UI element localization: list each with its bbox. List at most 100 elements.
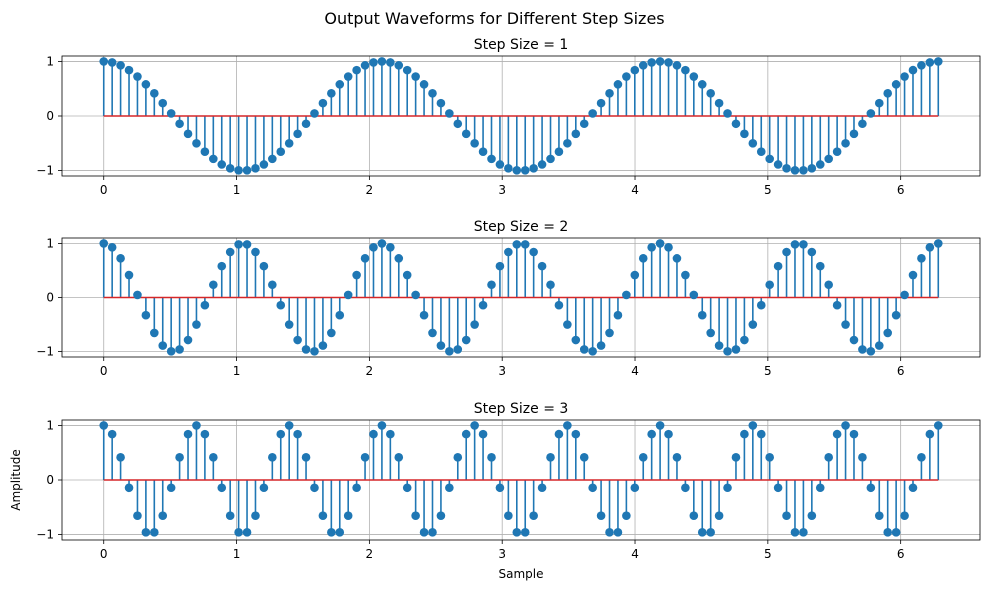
stem-marker [546,280,555,290]
stem-marker [900,511,909,521]
stem-marker [512,528,522,537]
stem-marker [714,511,724,521]
stem-marker [234,528,243,537]
stem-marker [141,80,151,89]
stem-marker [352,65,361,75]
stem-marker [765,280,774,290]
stem-marker [596,98,606,108]
x-tick-label: 0 [100,183,108,197]
stem-marker [925,58,935,67]
stem-marker [259,261,269,271]
stem-marker [217,160,227,169]
stem-marker [731,345,741,354]
stem-marker [520,528,530,537]
stem-marker [638,254,648,263]
stem-marker [293,429,302,439]
stem-marker [225,247,235,257]
x-tick-label: 5 [764,364,772,378]
stem-marker [470,138,479,148]
stem-marker [200,300,210,310]
stem-marker [563,320,572,329]
stem-marker [554,147,564,157]
stem-marker [925,429,935,439]
x-tick-label: 6 [897,364,905,378]
stem-marker [748,320,758,329]
stem-marker [183,129,193,139]
stem-marker [891,310,901,320]
stem-marker [251,164,260,173]
stem-marker [849,429,859,439]
stem-marker [360,254,370,263]
stem-marker [664,58,673,67]
stem-marker [301,345,311,354]
stem-marker [874,98,884,108]
stem-marker [681,65,690,75]
stem-marker [933,421,943,430]
stem-marker [664,242,673,252]
stem-marker [234,240,243,249]
y-tick-label: 0 [46,473,54,487]
stem-marker [756,147,766,157]
stem-marker [150,328,159,338]
x-tick-label: 4 [631,183,639,197]
stem-marker [504,164,513,173]
stem-marker [908,270,918,280]
stem-marker [242,240,252,249]
stem-marker [428,328,437,338]
stem-marker [293,335,302,345]
stem-marker [175,119,184,129]
stem-marker [352,483,361,493]
stem-marker [478,429,488,439]
stem-marker [419,528,429,537]
stem-marker [343,511,353,521]
stem-marker [445,109,454,118]
y-tick-label: 0 [46,109,54,123]
stem-marker [133,290,142,300]
stem-marker [605,528,614,537]
stem-marker [301,119,311,129]
stem-marker [689,511,699,521]
stem-marker [107,242,117,252]
stem-marker [672,453,682,462]
stem-marker [394,453,404,462]
stem-marker [554,300,564,310]
chart-title: Step Size = 3 [474,401,569,417]
stem-marker [765,154,774,164]
stem-marker [504,247,513,257]
stem-marker [428,528,437,537]
stem-marker [276,300,286,310]
stem-marker [706,528,715,537]
stem-marker [166,347,176,356]
stem-marker [832,300,842,310]
stem-marker [284,138,294,148]
stem-marker [596,511,606,521]
stem-marker [141,310,151,320]
stem-marker [858,119,867,129]
stem-marker [158,341,168,350]
stem-marker [478,147,488,157]
stem-marker [891,80,901,89]
stem-marker [192,138,201,148]
stem-marker [917,453,926,462]
stem-marker [672,254,682,263]
stem-marker [773,261,783,271]
stem-marker [436,341,446,350]
stem-marker [192,320,201,329]
stem-marker [318,98,328,108]
stem-marker [360,61,370,70]
stem-marker [638,453,648,462]
x-tick-label: 3 [498,364,506,378]
panels: 0 1 2 3 4 5 6 −1 0 1 Step Size = 1 0 1 2 3 4 5 6 −1 0 1 Step … [9,37,981,581]
stem-marker [638,61,648,70]
stem-marker [697,80,707,89]
x-tick-label: 2 [366,364,374,378]
stem-marker [512,165,522,175]
stem-marker [858,345,867,354]
stem-marker [925,242,935,252]
stem-marker [900,290,909,300]
stem-marker [251,511,260,521]
x-tick-label: 2 [366,547,374,561]
stem-marker [723,347,732,356]
stem-marker [369,242,378,252]
stem-marker [276,429,286,439]
